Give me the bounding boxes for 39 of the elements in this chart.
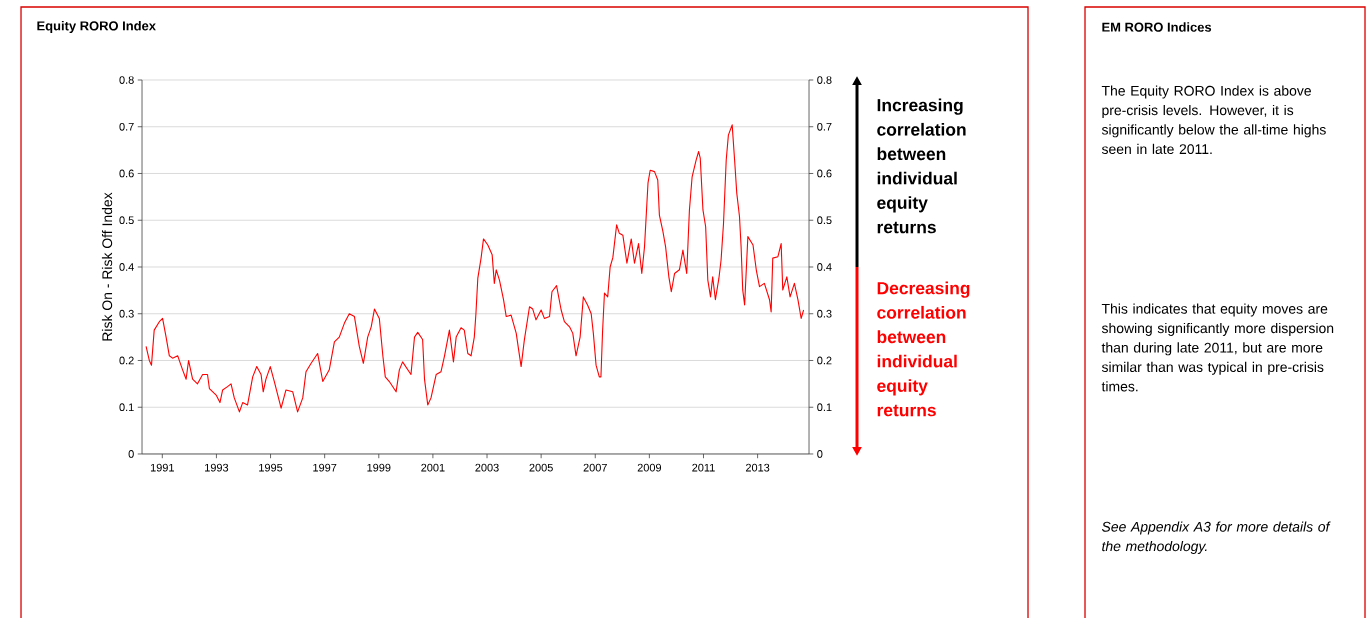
y2-tick-label: 0.4 — [817, 263, 832, 271]
y-tick-label: 0.6 — [119, 169, 134, 178]
x-tick-label: 2009 — [637, 463, 662, 472]
y2-tick-label: 0.3 — [817, 309, 832, 318]
line-series — [145, 124, 805, 413]
x-tick-label: 2007 — [583, 463, 607, 472]
x-tick-label: 2005 — [529, 463, 553, 472]
text: Increasing correlation between individual equity returns — [877, 98, 966, 234]
y-tick-label: 0.2 — [119, 356, 134, 365]
y-axis-title: Risk On - Risk Off Index — [101, 192, 113, 341]
x-tick-label: 2011 — [692, 463, 715, 472]
x-tick-label: 1993 — [205, 463, 229, 472]
y2-tick-label: 0.6 — [817, 169, 832, 178]
y2-tick-label: 0.2 — [817, 356, 832, 365]
y-tick-label: 0.8 — [119, 76, 134, 84]
y2-tick-label: 0.7 — [817, 122, 832, 131]
y-tick-label: 0.1 — [119, 403, 134, 412]
y-tick-label: 0.7 — [119, 122, 134, 131]
y2-tick-label: 0.5 — [817, 216, 832, 225]
y-tick-label: 0 — [128, 450, 134, 458]
x-tick-label: 1995 — [259, 463, 283, 472]
text: Decreasing correlation between individual equity returns — [877, 281, 970, 417]
y-tick-label: 0.4 — [119, 263, 134, 271]
x-tick-label: 2003 — [475, 463, 499, 472]
x-tick-label: 1991 — [150, 463, 174, 472]
y2-tick-label: 0.8 — [817, 76, 832, 84]
text: See Appendix A3 for more details of the methodology. — [1101, 521, 1331, 554]
x-tick-label: 2001 — [421, 463, 445, 472]
y-tick-label: 0.5 — [119, 216, 134, 225]
x-tick-label: 1997 — [313, 463, 337, 472]
y2-tick-label: 0.1 — [817, 403, 832, 412]
x-tick-label: 1999 — [367, 463, 391, 472]
text: This indicates that equity moves are showing significantly more dispersion than during late 2011, but are more similar than was typical in pre-crisis times. — [1101, 303, 1334, 392]
chart-title: Equity RORO Index — [37, 20, 156, 34]
x-tick-label: 2013 — [745, 463, 770, 472]
text: The Equity RORO Index is above pre-crisis levels. However, it is significantly below the all-time highs seen in late 2011. — [1101, 85, 1326, 155]
y-tick-label: 0.3 — [119, 309, 134, 318]
y2-tick-label: 0 — [817, 450, 823, 458]
text: EM RORO Indices — [1102, 22, 1212, 32]
